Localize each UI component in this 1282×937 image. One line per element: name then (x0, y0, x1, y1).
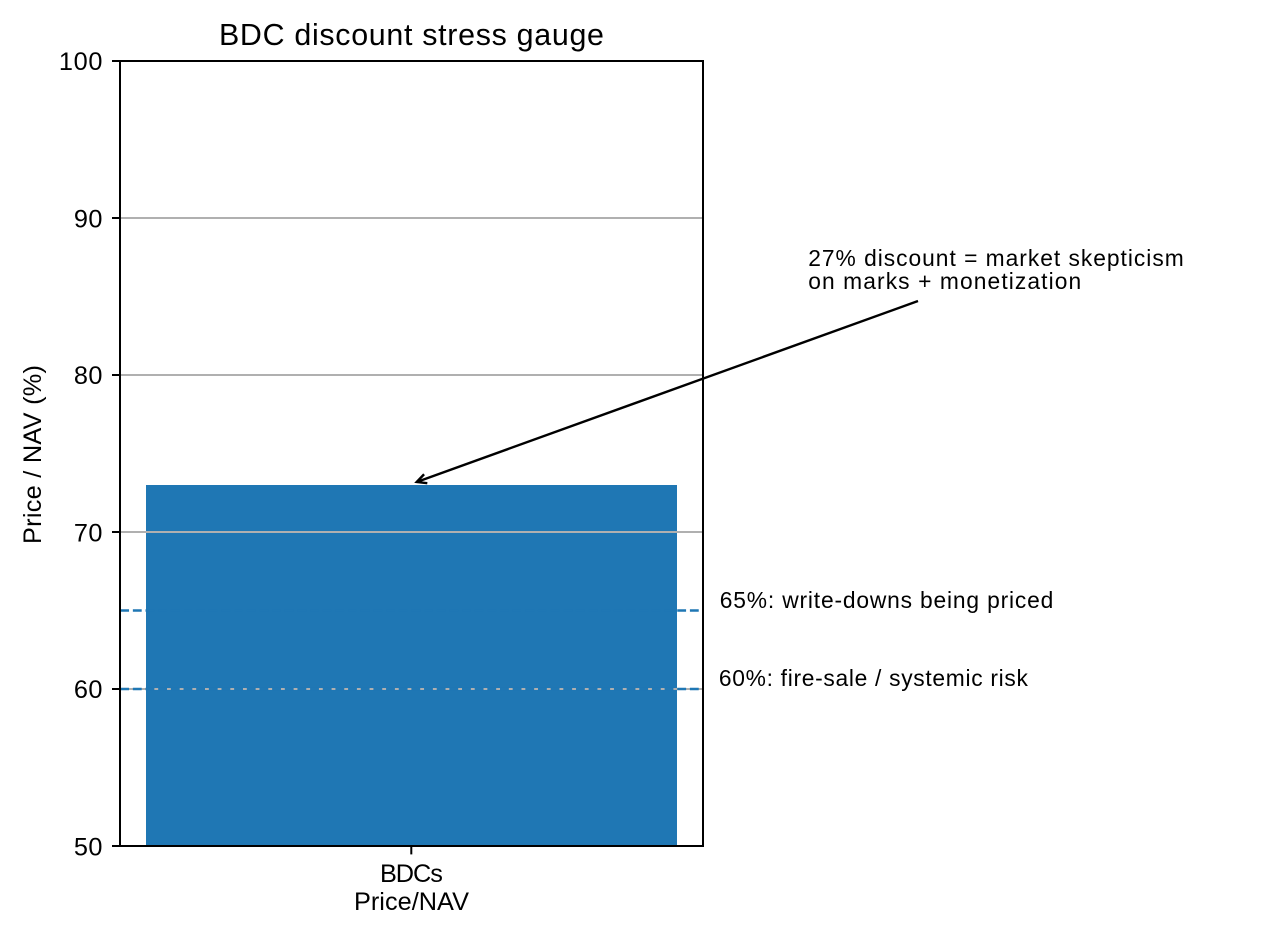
svg-text:100: 100 (59, 48, 102, 76)
svg-text:BDCs: BDCs (380, 860, 443, 888)
svg-text:80: 80 (74, 362, 103, 390)
svg-text:50: 50 (74, 834, 103, 862)
svg-text:60: 60 (74, 676, 103, 704)
svg-text:BDC discount stress gauge: BDC discount stress gauge (219, 18, 604, 52)
svg-text:on marks + monetization: on marks + monetization (808, 268, 1081, 294)
svg-text:Price/NAV: Price/NAV (354, 888, 469, 916)
svg-text:70: 70 (74, 520, 103, 548)
svg-text:60%: fire-sale / systemic risk: 60%: fire-sale / systemic risk (719, 665, 1029, 691)
svg-text:90: 90 (74, 206, 103, 234)
svg-text:27% discount = market skeptici: 27% discount = market skepticism (808, 245, 1183, 271)
svg-text:Price / NAV (%): Price / NAV (%) (19, 365, 47, 544)
svg-text:65%: write-downs being priced: 65%: write-downs being priced (720, 587, 1054, 613)
